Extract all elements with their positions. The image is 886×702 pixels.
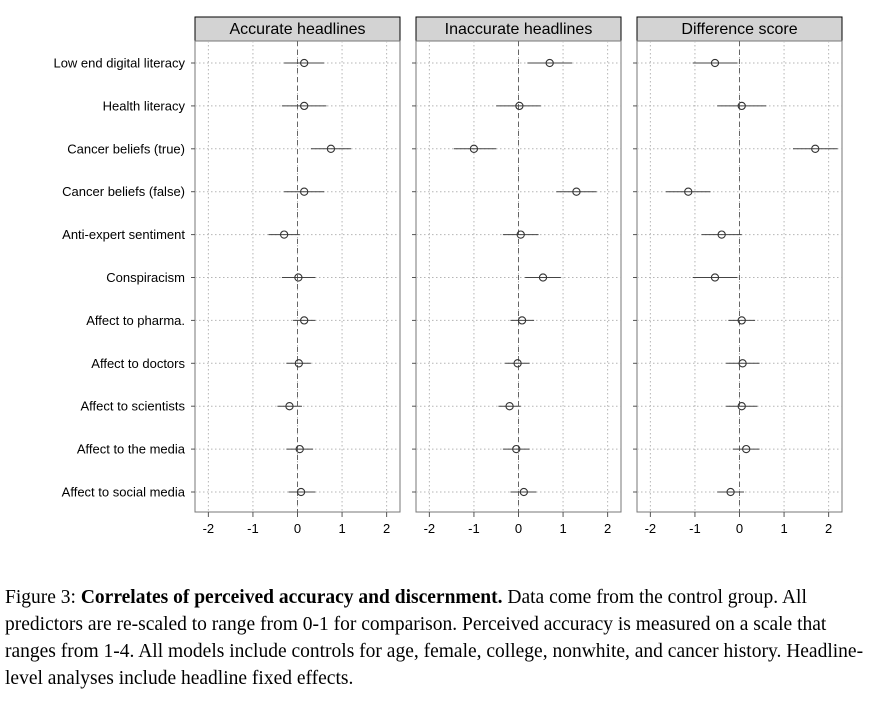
caption-text: Data come from the control group. All pr… [5, 587, 864, 689]
x-tick-label: 2 [383, 521, 390, 536]
point-estimate [726, 487, 735, 497]
row-label: Anti-expert sentiment [62, 227, 185, 242]
point-estimate [538, 273, 548, 282]
row-label: Cancer beliefs (true) [67, 141, 185, 156]
point-estimate [296, 487, 306, 497]
row-label: Affect to social media [62, 485, 186, 500]
point-estimate [300, 58, 309, 68]
point-estimate [516, 230, 525, 239]
point-estimate [515, 101, 524, 111]
x-tick-label: 0 [294, 521, 301, 536]
x-tick-label: 0 [736, 521, 743, 536]
panel-title-box [194, 16, 401, 42]
x-tick-label: 0 [515, 521, 522, 536]
point-estimate [300, 187, 309, 196]
panel-title: Inaccurate headlines [445, 21, 593, 38]
row-label: Health literacy [103, 98, 186, 113]
row-label: Low end digital literacy [53, 56, 185, 71]
row-label: Affect to pharma. [86, 313, 185, 328]
caption-bold-title: Correlates of perceived accuracy and dis… [80, 587, 503, 608]
point-estimate [742, 444, 751, 454]
row-label: Affect to scientists [80, 399, 185, 414]
x-tick-label: 1 [559, 521, 566, 536]
panel-title-box [415, 16, 622, 42]
point-estimate [300, 101, 309, 111]
figure-caption: Figure 3: Correlates of perceived accura… [5, 584, 879, 692]
point-estimate [684, 187, 693, 196]
point-estimate [505, 402, 514, 411]
point-estimate [717, 230, 726, 239]
point-estimate [294, 359, 303, 368]
x-tick-label: 2 [825, 521, 832, 536]
point-estimate [519, 487, 528, 497]
x-tick-label: -2 [203, 521, 215, 536]
point-estimate [300, 316, 309, 325]
point-estimate [285, 402, 294, 411]
point-estimate [513, 359, 522, 368]
row-label: Cancer beliefs (false) [62, 184, 185, 199]
point-estimate [710, 273, 720, 282]
point-estimate [572, 187, 581, 196]
x-tick-label: -1 [247, 521, 259, 536]
x-tick-label: -2 [645, 521, 657, 536]
panel-title: Difference score [681, 21, 797, 38]
point-estimate [326, 144, 336, 153]
point-estimate [512, 444, 521, 454]
caption-prefix: Figure 3: [5, 587, 81, 608]
x-tick-label: -1 [468, 521, 480, 536]
point-estimate [710, 58, 720, 68]
x-tick-label: 2 [604, 521, 611, 536]
x-tick-label: 1 [338, 521, 345, 536]
point-estimate [469, 144, 479, 153]
row-label: Conspiracism [106, 270, 185, 285]
point-estimate [738, 359, 747, 368]
x-tick-label: -1 [689, 521, 701, 536]
panel-title: Accurate headlines [229, 21, 365, 38]
x-tick-label: 1 [780, 521, 787, 536]
point-estimate [737, 402, 746, 411]
point-estimate [737, 316, 746, 325]
point-estimate [737, 101, 746, 111]
x-tick-label: -2 [424, 521, 436, 536]
point-estimate [295, 444, 304, 454]
row-label: Affect to the media [77, 442, 186, 457]
point-estimate [294, 273, 303, 282]
coefficient-plot: Accurate headlines -2 -1 0 1 2 Inaccurate head… [53, 16, 843, 536]
row-label: Affect to doctors [91, 356, 185, 371]
point-estimate [517, 316, 527, 325]
figure-chart: Accurate headlines -2 -1 0 1 2 Inaccurate head… [53, 16, 843, 536]
point-estimate [545, 58, 554, 68]
point-estimate [279, 230, 289, 239]
point-estimate [811, 144, 820, 153]
